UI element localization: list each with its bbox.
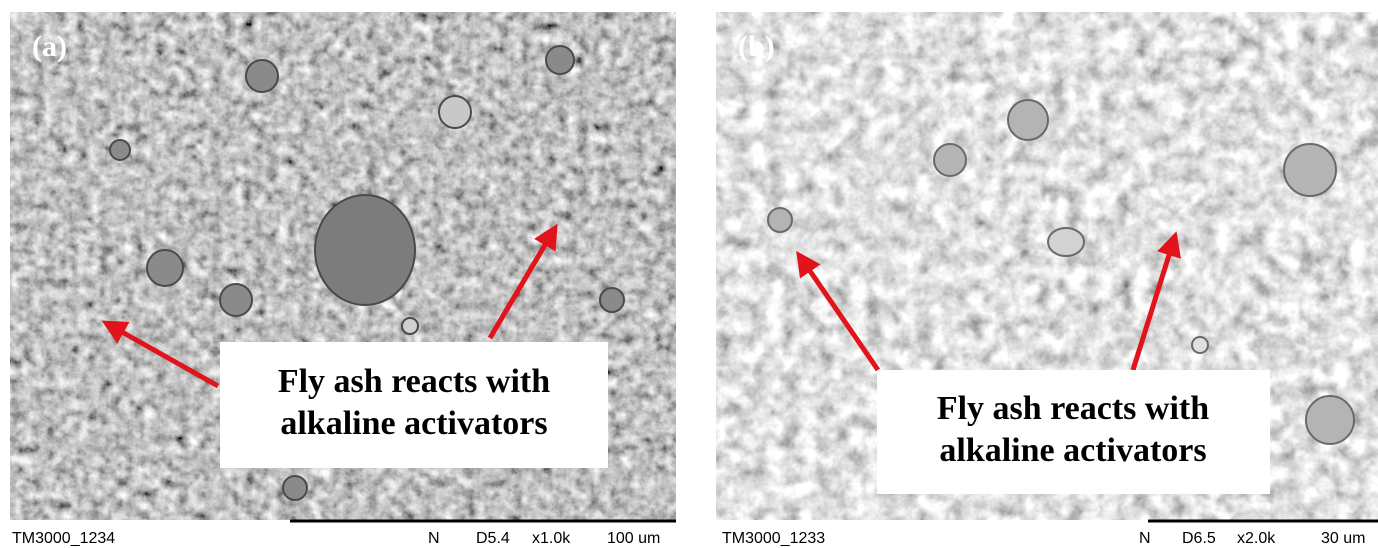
arrow [487, 223, 558, 340]
footer-scale: 100 um [607, 530, 660, 547]
footer-mode: N [1139, 530, 1151, 547]
particles [109, 45, 625, 501]
arrow [1130, 231, 1181, 371]
arrow [796, 250, 881, 372]
footer-scale: 30 um [1321, 530, 1365, 547]
footer-magnification: x2.0k [1237, 530, 1276, 547]
footer-mode: N [428, 530, 440, 547]
footer-distance: D5.4 [476, 530, 510, 547]
footer-magnification: x1.0k [532, 530, 571, 547]
annotation-box [877, 370, 1270, 494]
annotation-line: alkaline activators [939, 432, 1206, 469]
footer-id: TM3000_1234 [12, 530, 115, 547]
footer-id: TM3000_1233 [722, 530, 825, 547]
panel-b: (b) Fly ash reacts with alkaline activat… [716, 12, 1378, 547]
panel-label: (b) [738, 30, 775, 63]
arrow [101, 320, 220, 389]
annotation-line: Fly ash reacts with [278, 363, 550, 400]
footer-distance: D6.5 [1182, 530, 1216, 547]
panel-a: (a) Fly ash reacts with alkaline activat… [10, 12, 676, 547]
annotation-line: alkaline activators [280, 405, 547, 442]
panel-label: (a) [32, 30, 67, 63]
annotation-line: Fly ash reacts with [937, 390, 1209, 427]
particles [767, 99, 1355, 445]
annotation-box [220, 342, 608, 468]
